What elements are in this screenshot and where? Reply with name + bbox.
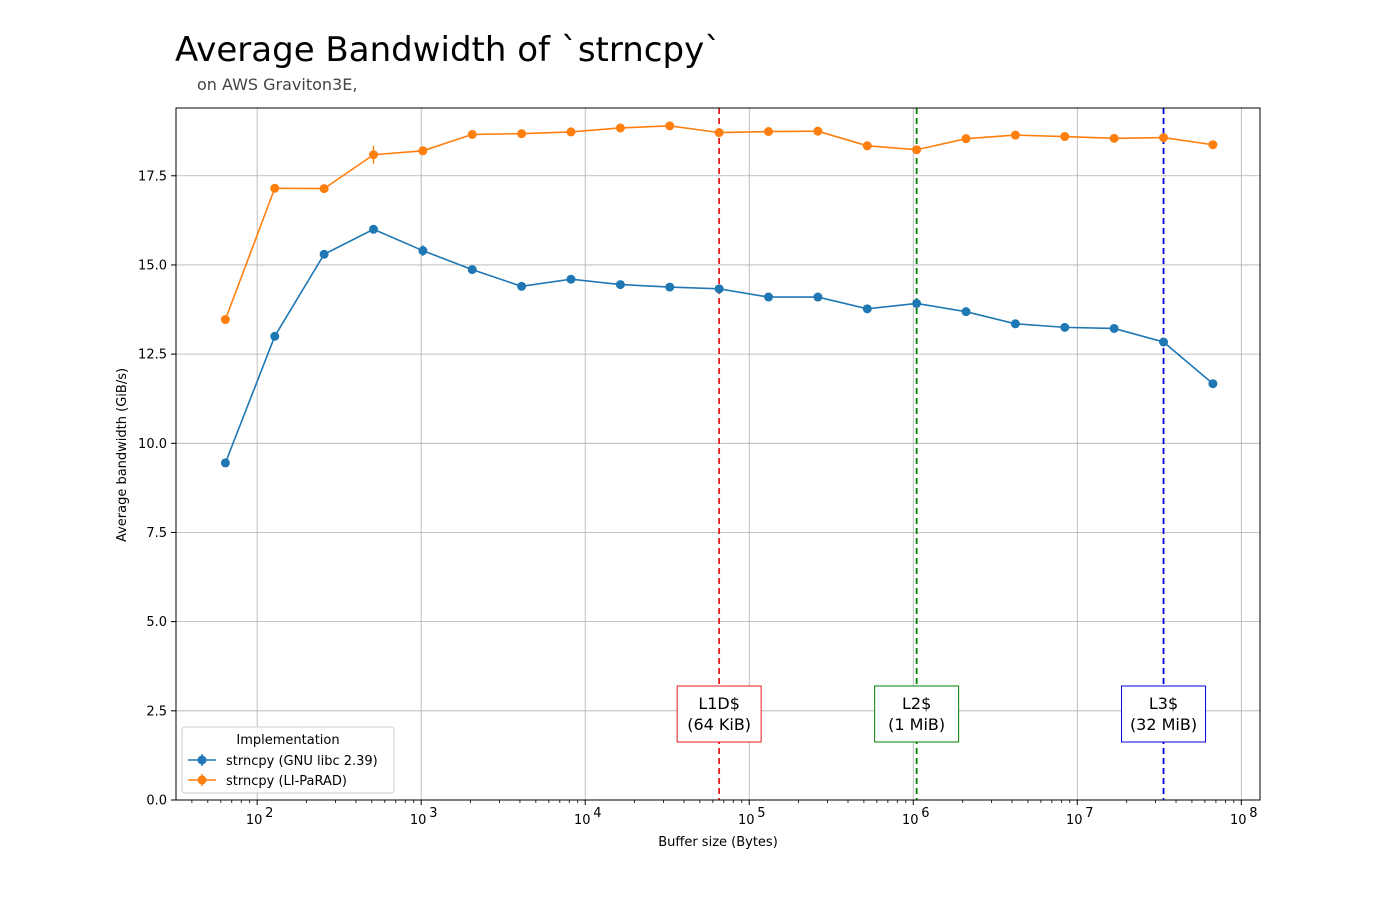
series-0-point-20 [1208, 379, 1218, 389]
series-0-point-3 [369, 224, 379, 234]
x-tick-label-5: 10 [1066, 813, 1083, 828]
x-tick-exponent-6: 8 [1249, 806, 1257, 821]
series-1-point-4 [418, 146, 428, 156]
y-tick-label-4: 10.0 [138, 437, 167, 452]
series-0-point-10 [714, 284, 724, 294]
y-tick-label-5: 12.5 [138, 348, 167, 363]
grid-lines [176, 108, 1260, 801]
series-0-point-4 [418, 246, 428, 256]
series-1-point-19 [1159, 133, 1169, 143]
series-1-point-20 [1208, 140, 1218, 150]
series-1-point-14 [912, 145, 922, 155]
y-tick-label-3: 7.5 [146, 526, 167, 541]
legend-box [181, 726, 395, 794]
cache-label-size-1: (1 MiB) [888, 715, 945, 734]
series-0-point-11 [764, 292, 774, 302]
y-tick-label-0: 0.0 [146, 794, 167, 809]
cache-label-size-2: (32 MiB) [1130, 715, 1197, 734]
series-1-point-16 [1010, 130, 1020, 140]
cache-label-name-2: L3$ [1149, 694, 1178, 713]
x-axis-ticks: 10 2 10 3 10 4 10 5 10 6 10 7 10 8 [191, 800, 1258, 828]
series-1-point-17 [1060, 132, 1070, 142]
series-0-point-17 [1060, 322, 1070, 332]
x-tick-label-0: 10 [246, 813, 263, 828]
x-tick-label-6: 10 [1230, 813, 1247, 828]
series-0 [220, 224, 1218, 468]
series-0-point-14 [912, 298, 922, 308]
x-tick-exponent-5: 7 [1085, 806, 1093, 821]
chart-subtitle: on AWS Graviton3E, [197, 75, 357, 94]
x-tick-label-2: 10 [574, 813, 591, 828]
legend-label-glibc: strncpy (GNU libc 2.39) [226, 754, 378, 769]
x-tick-exponent-2: 4 [593, 806, 601, 821]
series-1-point-7 [566, 127, 576, 137]
series-1-point-12 [813, 126, 823, 136]
series-1-point-5 [467, 129, 477, 139]
series-1-point-18 [1109, 133, 1119, 143]
legend: Implementation strncpy (GNU libc 2.39) s… [181, 726, 395, 794]
y-axis-label: Average bandwidth (GiB/s) [115, 368, 130, 542]
series-0-point-8 [615, 280, 625, 290]
series-1-point-13 [862, 141, 872, 151]
series-1 [220, 121, 1218, 325]
x-tick-label-3: 10 [738, 813, 755, 828]
legend-title: Implementation [236, 733, 339, 748]
series-0-point-15 [961, 307, 971, 317]
y-tick-label-6: 15.0 [138, 258, 167, 273]
y-tick-label-7: 17.5 [138, 169, 167, 184]
x-tick-exponent-3: 5 [757, 806, 765, 821]
series-0-point-12 [813, 292, 823, 302]
x-tick-exponent-4: 6 [921, 806, 929, 821]
cache-label-box-0 [676, 685, 762, 743]
series-layer [220, 121, 1218, 468]
cache-label-name-0: L1D$ [698, 694, 740, 713]
series-0-point-13 [862, 304, 872, 314]
x-axis-label: Buffer size (Bytes) [658, 835, 778, 850]
series-1-point-6 [517, 129, 527, 139]
series-1-point-3 [369, 150, 379, 160]
series-1-point-8 [615, 123, 625, 133]
series-0-point-16 [1010, 319, 1020, 329]
series-0-point-5 [467, 265, 477, 275]
series-0-point-19 [1159, 337, 1169, 347]
cache-label-size-0: (64 KiB) [687, 715, 751, 734]
cache-label-box-2 [1121, 685, 1207, 743]
legend-marker-glibc [197, 755, 207, 765]
cache-size-markers: L1D$ (64 KiB) L2$ (1 MiB) L3$ (32 MiB) [676, 108, 1207, 800]
series-1-point-0 [220, 315, 230, 325]
series-1-point-15 [961, 134, 971, 144]
series-0-point-0 [220, 458, 230, 468]
series-0-point-2 [319, 249, 329, 259]
cache-label-name-1: L2$ [902, 694, 931, 713]
y-tick-label-2: 5.0 [146, 615, 167, 630]
series-0-point-1 [270, 331, 280, 341]
x-tick-exponent-0: 2 [265, 806, 273, 821]
series-0-point-18 [1109, 323, 1119, 333]
plot-frame [175, 107, 1261, 801]
series-0-point-9 [665, 282, 675, 292]
series-1-point-1 [270, 183, 280, 193]
series-line-0 [224, 228, 1214, 464]
series-0-point-6 [517, 281, 527, 291]
chart-title: Average Bandwidth of `strncpy` [175, 30, 721, 70]
x-tick-label-1: 10 [410, 813, 427, 828]
legend-entry-glibc: strncpy (GNU libc 2.39) [188, 754, 378, 769]
y-tick-label-1: 2.5 [146, 704, 167, 719]
series-1-point-9 [665, 121, 675, 131]
series-1-point-2 [319, 184, 329, 194]
x-tick-exponent-1: 3 [429, 806, 437, 821]
cache-label-box-1 [874, 685, 960, 743]
y-axis-ticks: 0.0 2.5 5.0 7.5 10.0 12.5 15.0 17.5 [138, 169, 176, 809]
legend-marker-liparad [197, 775, 207, 785]
series-0-point-7 [566, 274, 576, 284]
series-1-point-10 [714, 128, 724, 138]
series-1-point-11 [764, 127, 774, 137]
legend-entry-liparad: strncpy (LI-PaRAD) [188, 774, 347, 789]
legend-label-liparad: strncpy (LI-PaRAD) [226, 774, 347, 789]
x-tick-label-4: 10 [902, 813, 919, 828]
